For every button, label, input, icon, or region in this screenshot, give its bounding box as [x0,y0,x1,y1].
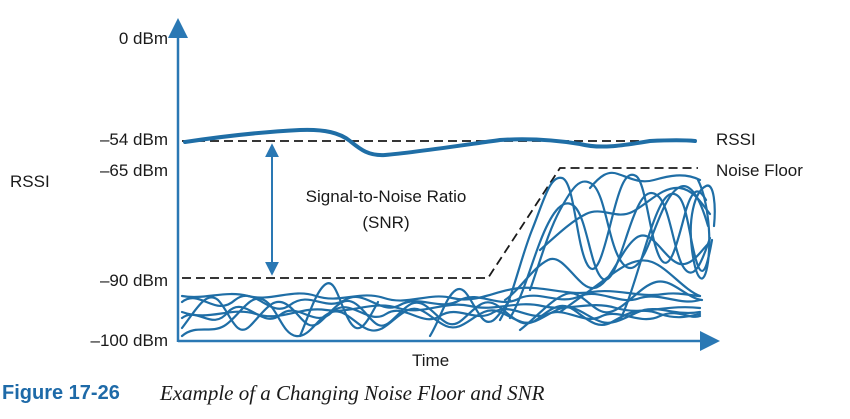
tick-0-dbm: 0 dBm [119,29,168,48]
snr-label-line1: Signal-to-Noise Ratio [306,187,467,206]
figure-title: Example of a Changing Noise Floor and SN… [160,381,545,405]
noise-floor-label: Noise Floor [716,161,803,180]
tick-minus-54-dbm: –54 dBm [100,130,168,149]
rssi-label: RSSI [716,130,756,149]
rssi-signal-curve [183,127,697,158]
tick-minus-90-dbm: –90 dBm [100,271,168,290]
x-axis-title: Time [412,351,449,370]
snr-label-line2: (SNR) [362,213,409,232]
tick-minus-65-dbm: –65 dBm [100,161,168,180]
noise-waveforms [180,282,702,338]
figure-caption: Figure 17-26 Example of a Changing Noise… [0,376,850,414]
figure-number: Figure 17-26 [2,382,120,404]
noise-floor-dashed-line [182,167,698,279]
rising-noise-waveforms [498,171,716,332]
tick-minus-100-dbm: –100 dBm [91,331,169,350]
rssi-snr-diagram: 0 dBm –54 dBm –65 dBm –90 dBm –100 dBm R… [10,18,803,370]
y-axis-title: RSSI [10,172,50,191]
